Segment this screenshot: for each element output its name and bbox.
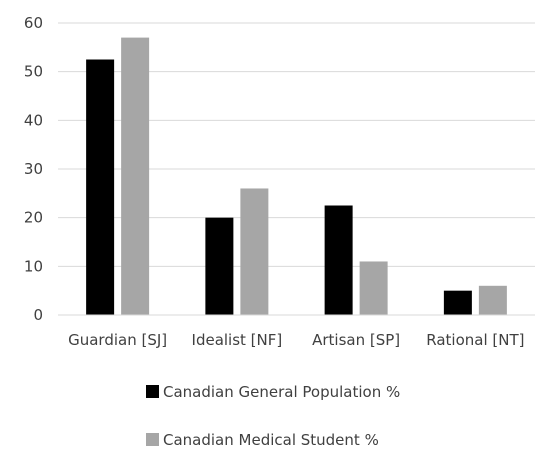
bar (478, 285, 507, 315)
x-category-label: Artisan [SP] (312, 331, 400, 349)
y-tick-label: 0 (33, 306, 43, 324)
y-tick-label: 60 (24, 14, 43, 32)
legend-swatch (146, 385, 159, 398)
legend-swatch (146, 433, 159, 446)
bar (359, 261, 388, 315)
bars (86, 37, 507, 315)
x-category-label: Idealist [NF] (192, 331, 283, 349)
bar (443, 290, 472, 315)
legend: Canadian General Population % Canadian Me… (146, 383, 400, 449)
y-tick-label: 40 (24, 111, 43, 129)
bar (121, 37, 150, 315)
x-axis-categories: Guardian [SJ] Idealist [NF] Artisan [SP] Ra… (68, 331, 524, 349)
bar (205, 217, 234, 315)
bar (240, 188, 269, 315)
bar (86, 59, 115, 315)
legend-label: Canadian Medical Student % (163, 431, 379, 449)
y-tick-label: 50 (24, 63, 43, 81)
y-tick-label: 10 (24, 257, 43, 275)
y-axis-ticks: 0 10 20 30 40 50 60 (24, 14, 43, 324)
x-category-label: Rational [NT] (426, 331, 524, 349)
y-tick-label: 30 (24, 160, 43, 178)
bar (324, 205, 353, 315)
legend-label: Canadian General Population % (163, 383, 400, 401)
x-category-label: Guardian [SJ] (68, 331, 167, 349)
y-tick-label: 20 (24, 209, 43, 227)
